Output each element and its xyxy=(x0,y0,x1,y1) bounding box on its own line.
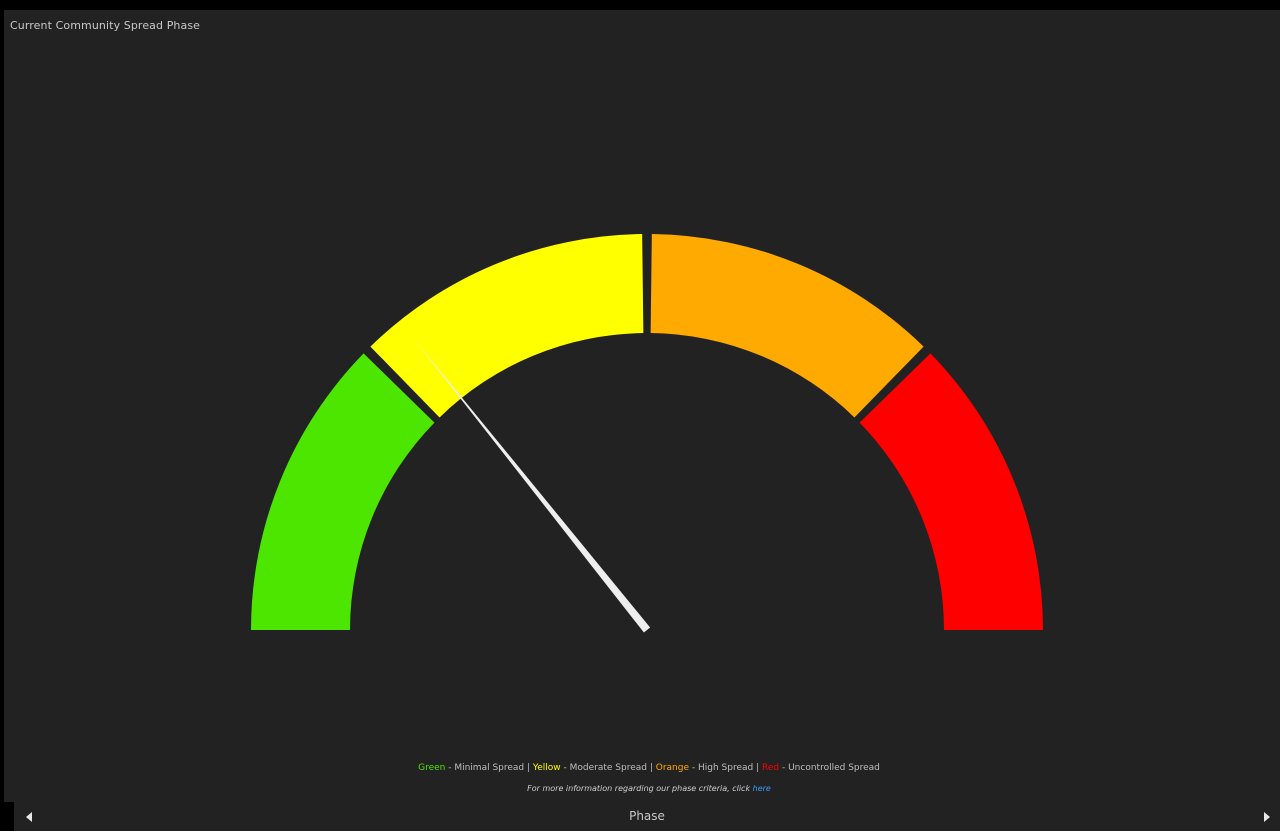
legend-separator: | xyxy=(649,763,653,773)
legend-yellow-text: - Moderate Spread xyxy=(560,763,650,773)
footer-title: Phase xyxy=(629,809,665,823)
gauge-panel: Current Community Spread Phase Green - M… xyxy=(4,10,1280,802)
next-button[interactable] xyxy=(1260,810,1274,824)
footer-left-strip xyxy=(0,802,14,831)
info-line: For more information regarding our phase… xyxy=(4,784,1280,793)
legend-separator: | xyxy=(527,763,531,773)
gauge-chart xyxy=(251,234,1043,633)
gauge-band-green xyxy=(251,353,435,630)
legend-yellow-label: Yellow xyxy=(532,763,561,773)
info-text: For more information regarding our phase… xyxy=(527,784,753,793)
legend-separator: | xyxy=(756,763,760,773)
gauge-needle-group xyxy=(412,337,651,633)
panel-title: Current Community Spread Phase xyxy=(10,19,201,32)
top-bar xyxy=(0,0,1280,10)
gauge-needle xyxy=(412,337,651,633)
legend-green-text: - Minimal Spread xyxy=(445,763,527,773)
gauge-bands xyxy=(251,234,1043,630)
legend-red-text: - Uncontrolled Spread xyxy=(779,763,880,773)
legend-orange-text: - High Spread xyxy=(689,763,757,773)
gauge-band-red xyxy=(859,353,1043,630)
gauge-band-orange xyxy=(650,234,924,418)
legend-red-label: Red xyxy=(762,763,780,773)
legend-orange-label: Orange xyxy=(655,763,690,773)
gauge-band-yellow xyxy=(370,234,644,418)
phase-legend: Green - Minimal Spread | Yellow - Modera… xyxy=(4,763,1280,773)
legend-green-label: Green xyxy=(418,763,446,773)
caret-left-icon xyxy=(26,812,32,822)
caret-right-icon xyxy=(1264,812,1270,822)
previous-button[interactable] xyxy=(22,810,36,824)
footer-bar: Phase xyxy=(14,802,1280,831)
info-link[interactable]: here xyxy=(752,784,771,793)
